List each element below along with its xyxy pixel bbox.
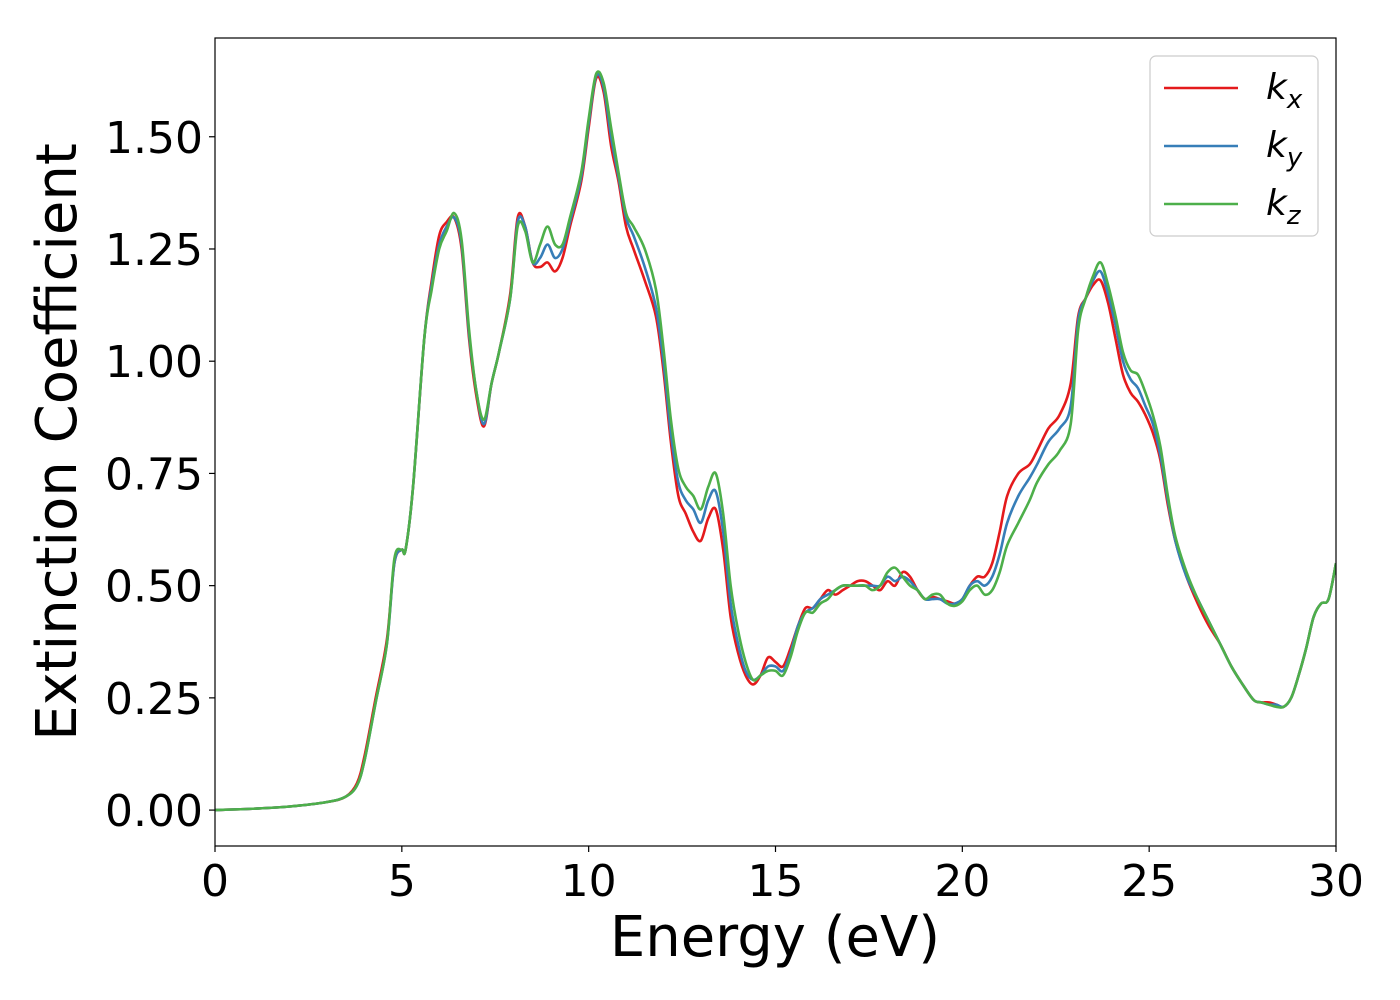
plot-series-group: [215, 70, 1336, 812]
x-axis: 0 5 10 15 20 25 30: [201, 846, 1364, 907]
y-tick-label: 1.25: [105, 225, 203, 276]
series-line-kz: [215, 70, 1336, 812]
x-tick-label: 5: [388, 856, 416, 907]
x-axis-label: Energy (eV): [610, 905, 940, 970]
y-tick-label: 0.50: [105, 562, 203, 613]
x-tick-label: 10: [561, 856, 617, 907]
y-tick-label: 1.50: [105, 113, 203, 164]
y-tick-label: 0.25: [105, 674, 203, 725]
y-tick-label: 0.75: [105, 449, 203, 500]
x-tick-label: 30: [1308, 856, 1364, 907]
x-tick-label: 20: [934, 856, 990, 907]
y-tick-label: 0.00: [105, 786, 203, 837]
x-tick-label: 15: [748, 856, 804, 907]
x-tick-label: 25: [1121, 856, 1177, 907]
y-tick-label: 1.00: [105, 337, 203, 388]
y-axis: 0.00 0.25 0.50 0.75 1.00 1.25 1.50: [105, 113, 215, 837]
x-tick-label: 0: [201, 856, 229, 907]
y-axis-label: Extinction Coefficient: [25, 143, 90, 741]
